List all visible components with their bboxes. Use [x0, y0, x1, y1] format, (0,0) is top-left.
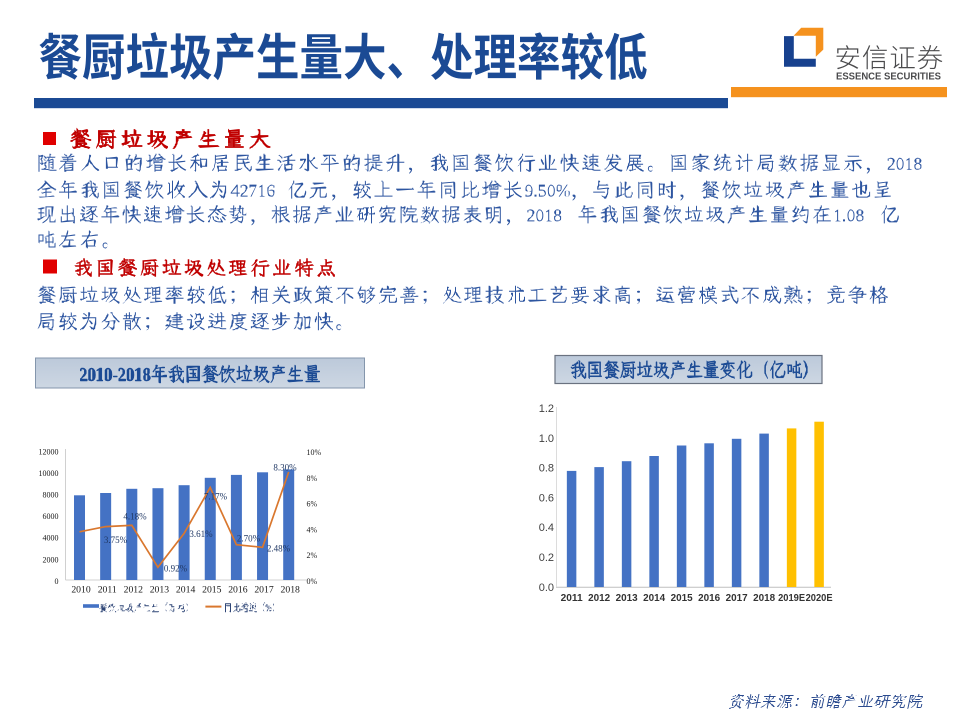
- svg-text:2%: 2%: [307, 551, 318, 560]
- svg-text:12000: 12000: [39, 448, 59, 457]
- svg-text:2018: 2018: [753, 592, 775, 604]
- svg-text:0.8: 0.8: [539, 463, 554, 475]
- svg-text:2015: 2015: [671, 592, 693, 604]
- svg-text:0.0: 0.0: [539, 582, 554, 594]
- svg-text:2019E: 2019E: [778, 592, 805, 604]
- svg-text:6%: 6%: [307, 500, 318, 509]
- svg-text:2.48%: 2.48%: [267, 544, 291, 554]
- svg-text:2015: 2015: [202, 585, 222, 596]
- svg-text:2011: 2011: [561, 592, 583, 604]
- svg-text:2016: 2016: [228, 585, 248, 596]
- svg-text:0.6: 0.6: [539, 493, 554, 505]
- svg-text:8000: 8000: [43, 491, 59, 500]
- svg-text:2013: 2013: [616, 592, 638, 604]
- svg-text:2018: 2018: [281, 585, 301, 596]
- svg-text:2017: 2017: [726, 592, 748, 604]
- svg-text:1.0: 1.0: [539, 433, 554, 445]
- svg-text:2.70%: 2.70%: [237, 534, 261, 544]
- svg-text:4000: 4000: [43, 534, 59, 543]
- svg-text:2016: 2016: [698, 592, 720, 604]
- svg-text:2012: 2012: [124, 585, 144, 596]
- svg-text:8%: 8%: [307, 474, 318, 483]
- svg-text:4%: 4%: [307, 525, 318, 534]
- svg-text:1.2: 1.2: [539, 403, 554, 415]
- svg-text:10%: 10%: [307, 448, 322, 457]
- svg-text:0: 0: [55, 577, 59, 586]
- svg-text:0.4: 0.4: [539, 522, 554, 534]
- svg-text:ESSENCE SECURITIES: ESSENCE SECURITIES: [836, 71, 941, 82]
- svg-text:2020E: 2020E: [806, 592, 833, 604]
- svg-text:7.17%: 7.17%: [204, 492, 228, 502]
- svg-text:2011: 2011: [98, 585, 117, 596]
- svg-text:0%: 0%: [307, 577, 318, 586]
- svg-text:2012: 2012: [588, 592, 610, 604]
- svg-text:2014: 2014: [643, 592, 665, 604]
- svg-text:2014: 2014: [176, 585, 196, 596]
- svg-text:3.61%: 3.61%: [189, 529, 213, 539]
- svg-text:4.18%: 4.18%: [123, 512, 147, 522]
- svg-text:0.92%: 0.92%: [164, 564, 188, 574]
- svg-text:0.2: 0.2: [539, 552, 554, 564]
- svg-text:2010: 2010: [71, 585, 91, 596]
- svg-text:8.30%: 8.30%: [273, 463, 297, 473]
- svg-text:2017: 2017: [254, 585, 274, 596]
- svg-text:6000: 6000: [43, 512, 59, 521]
- svg-text:10000: 10000: [39, 469, 59, 478]
- svg-text:3.75%: 3.75%: [104, 535, 128, 545]
- svg-text:2000: 2000: [43, 555, 59, 564]
- svg-text:2013: 2013: [150, 585, 170, 596]
